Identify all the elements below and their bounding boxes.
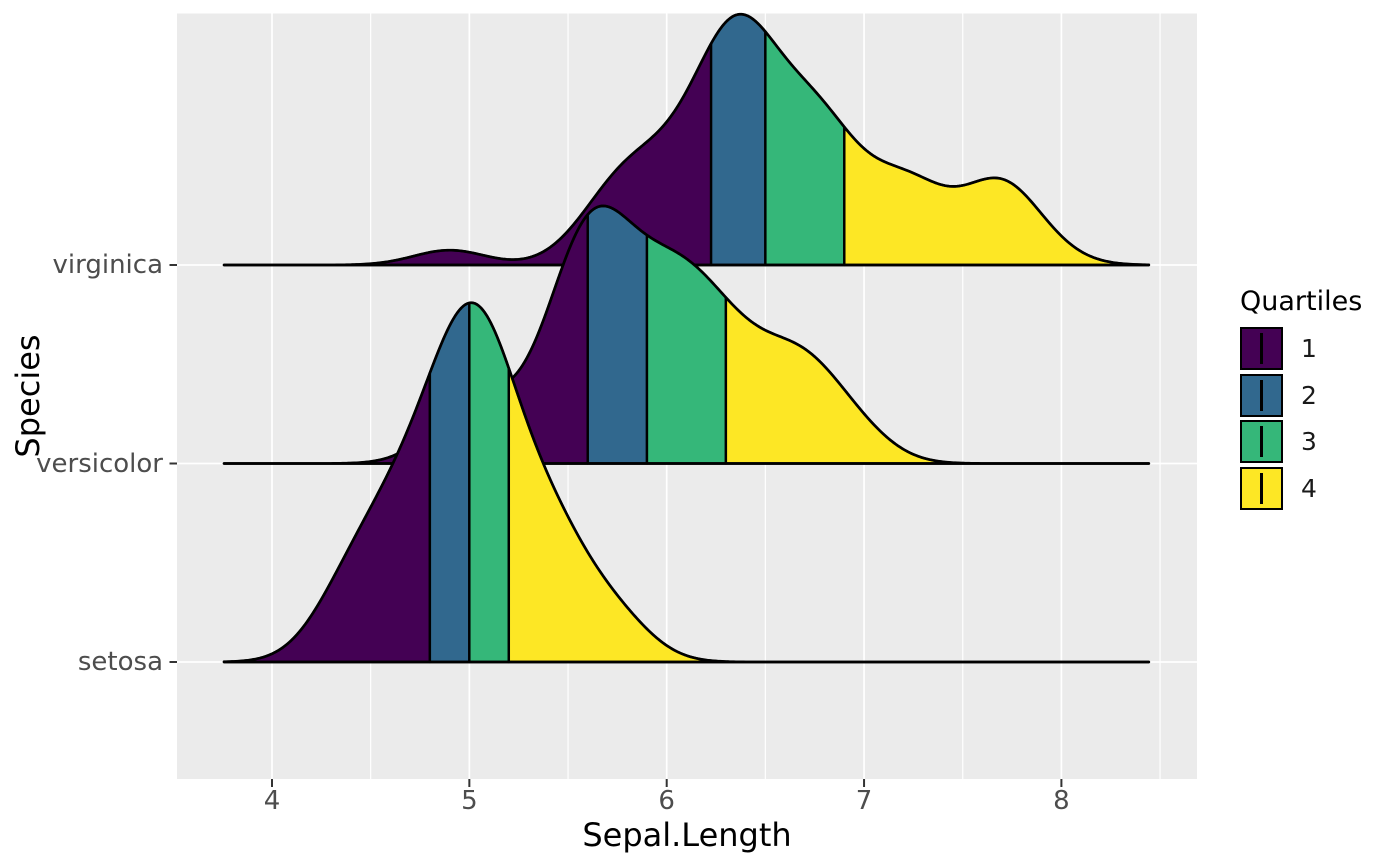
legend-title: Quartiles xyxy=(1240,286,1363,317)
ridge-versicolor-quartile-2 xyxy=(586,204,649,465)
ridge-setosa-quartile-3 xyxy=(468,301,511,664)
y-tick-label-setosa: setosa xyxy=(77,647,163,677)
x-tick-label-7: 7 xyxy=(855,786,873,816)
legend-entry-1: 1 xyxy=(1240,327,1362,370)
legend-key-quantile-line xyxy=(1260,472,1263,504)
legend-key-swatch-2 xyxy=(1240,373,1283,417)
legend-entry-4: 4 xyxy=(1240,466,1362,510)
legend-key-swatch-4 xyxy=(1240,466,1283,510)
ridge-virginica-outline xyxy=(222,12,1151,267)
legend-label-1: 1 xyxy=(1301,334,1317,363)
legend-key-swatch-1 xyxy=(1240,327,1283,370)
legend-key-quantile-line xyxy=(1260,379,1263,411)
legend-key-quantile-line xyxy=(1260,426,1263,457)
ridge-virginica-quartile-2 xyxy=(709,13,767,267)
y-axis-title: Species xyxy=(9,334,47,458)
legend-entry-2: 2 xyxy=(1240,373,1362,417)
y-tick-label-virginica: virginica xyxy=(52,250,164,280)
x-tick-label-8: 8 xyxy=(1053,786,1070,816)
legend: Quartiles 1 2 3 4 xyxy=(1240,286,1362,513)
ridge-versicolor-outline xyxy=(222,204,1151,465)
ridge-setosa xyxy=(222,301,1151,664)
y-tick-label-versicolor: versicolor xyxy=(36,448,163,479)
legend-entry-3: 3 xyxy=(1240,420,1362,463)
x-axis-title: Sepal.Length xyxy=(582,816,792,854)
legend-key-quantile-line xyxy=(1260,333,1263,364)
x-tick-label-5: 5 xyxy=(461,786,478,816)
ridge-setosa-outline xyxy=(222,301,1151,664)
legend-key-swatch-3 xyxy=(1240,420,1283,463)
x-tick-label-6: 6 xyxy=(658,786,675,816)
legend-entries: 1 2 3 4 xyxy=(1240,327,1362,510)
ridge-virginica xyxy=(222,12,1151,267)
x-tick-label-4: 4 xyxy=(263,786,281,816)
legend-label-4: 4 xyxy=(1301,473,1317,503)
legend-label-2: 2 xyxy=(1301,380,1317,410)
legend-label-3: 3 xyxy=(1301,427,1317,456)
